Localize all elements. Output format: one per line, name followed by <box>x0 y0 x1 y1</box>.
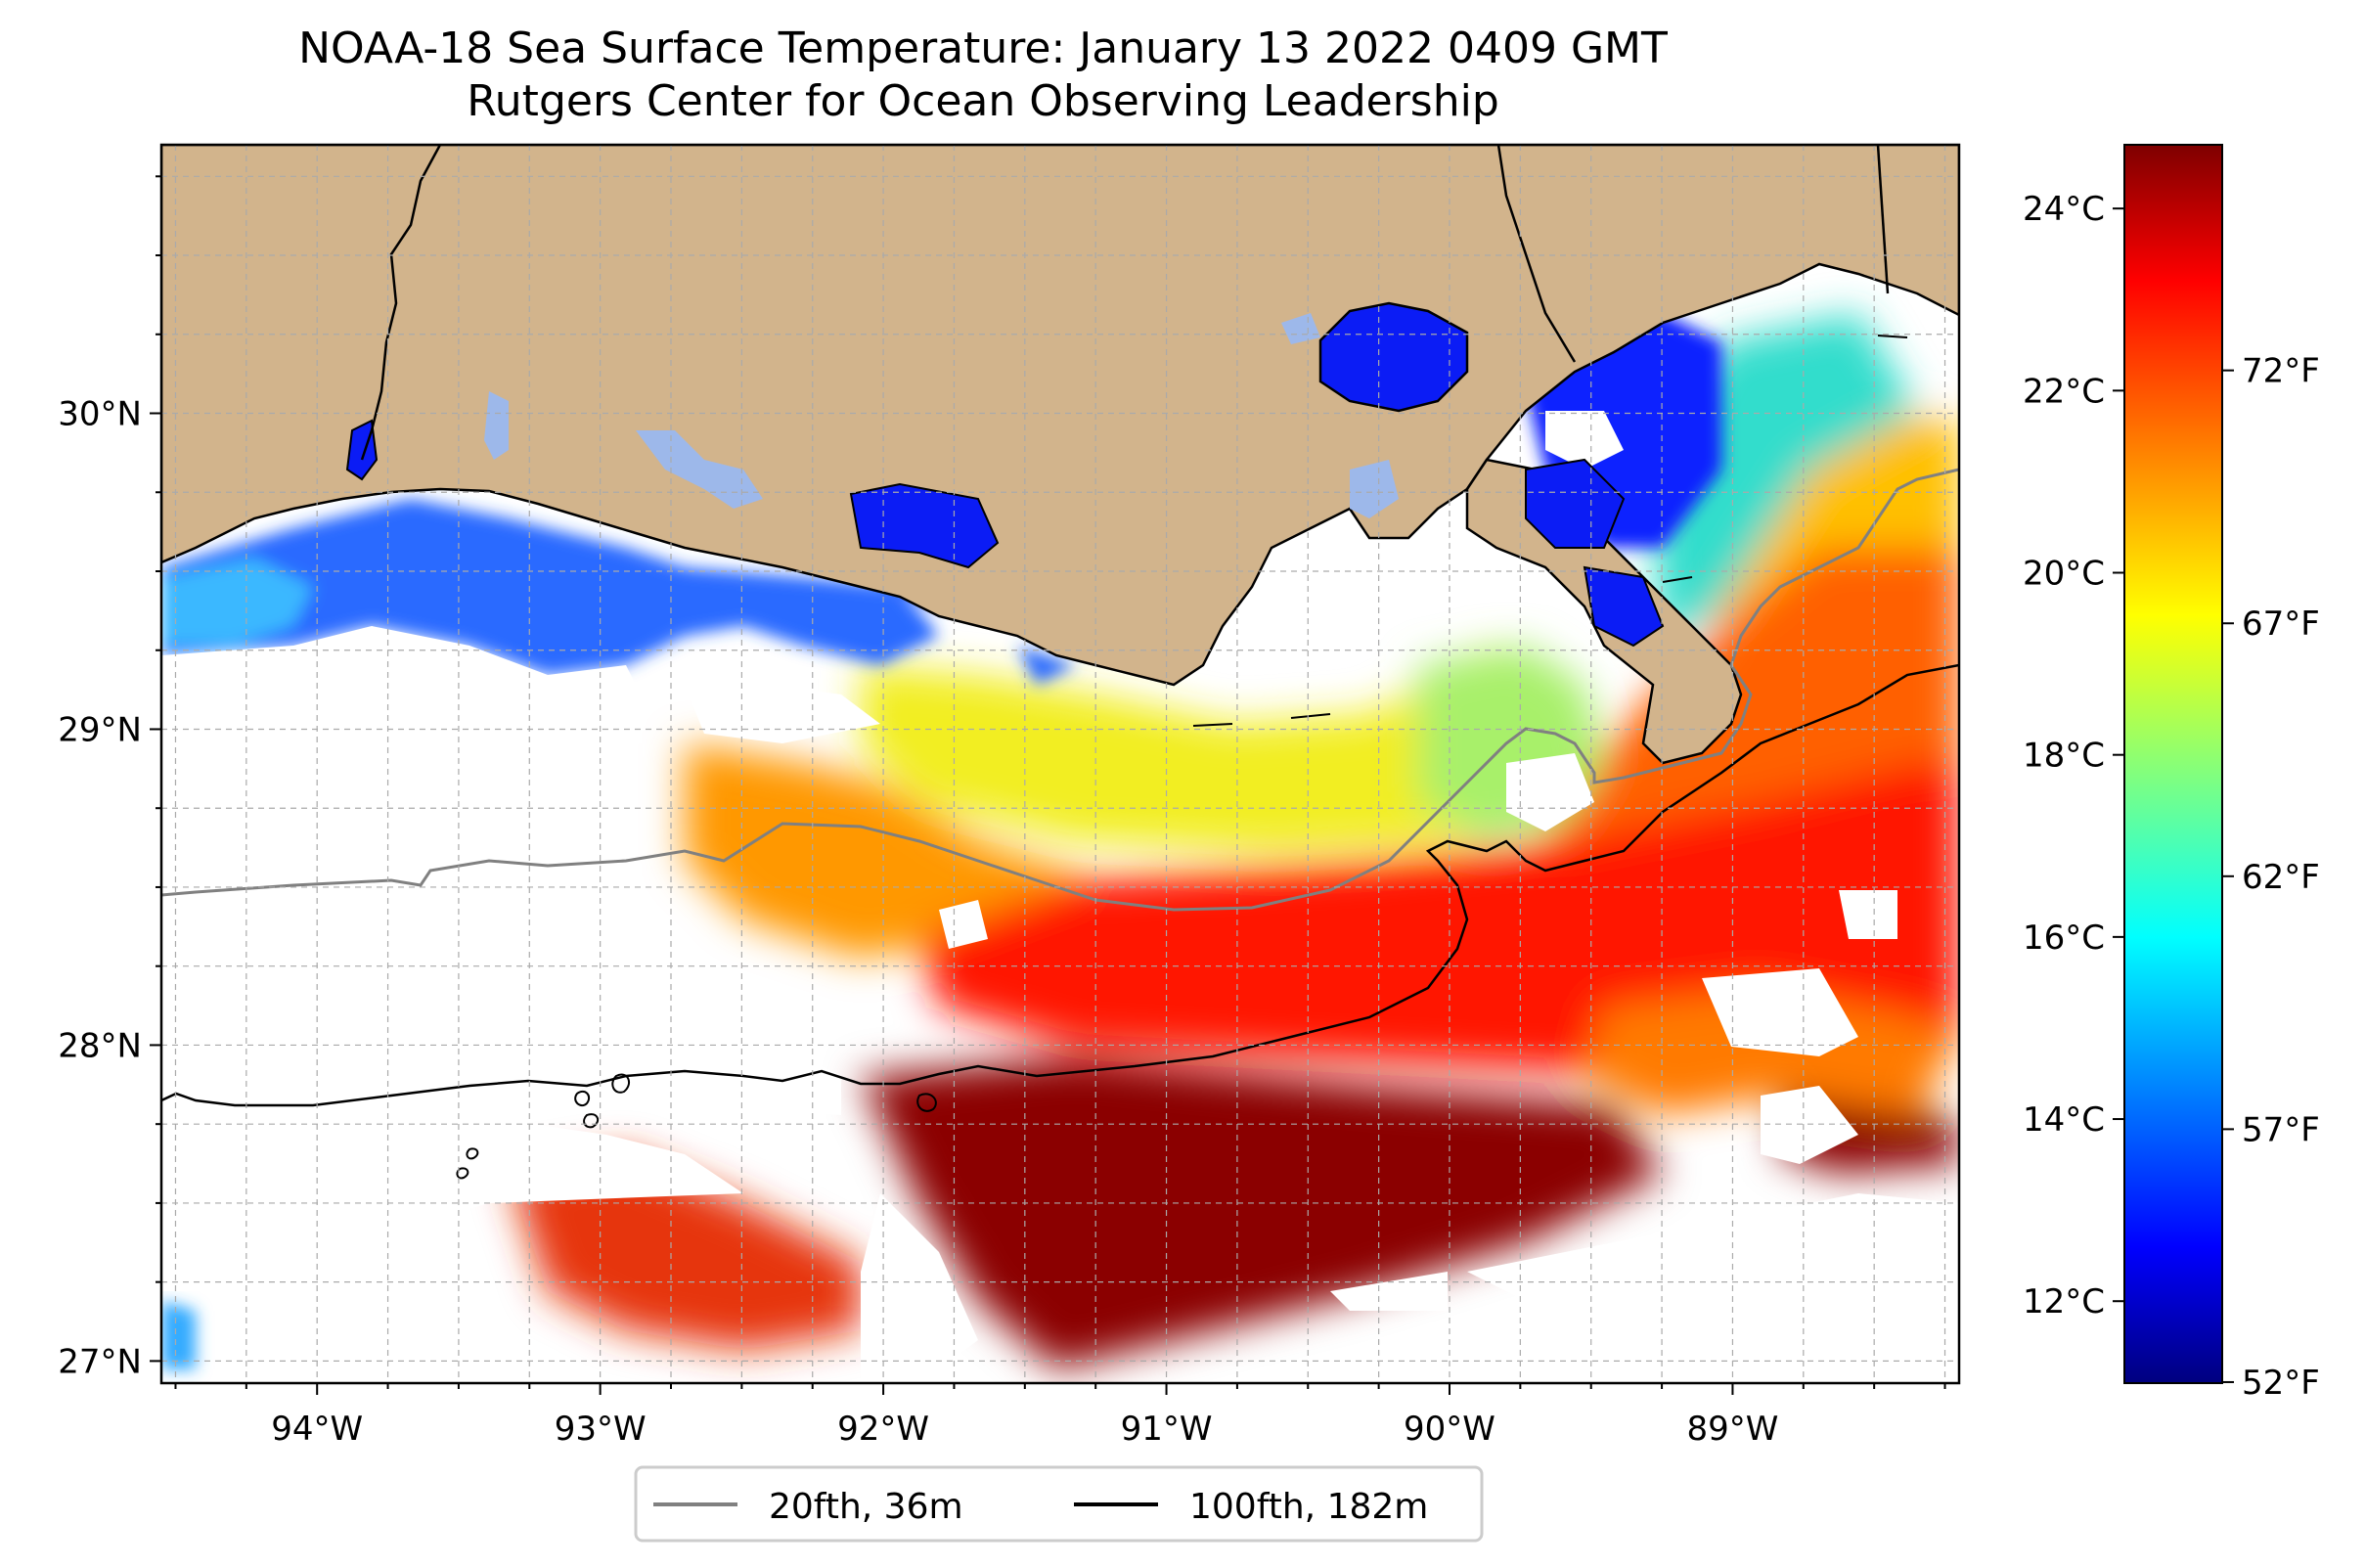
contour-20fth <box>161 468 1959 912</box>
lat-tick-label: 30°N <box>58 395 142 434</box>
colorbar-fahrenheit-label: 52°F <box>2242 1364 2320 1403</box>
legend: 20fth, 36m 100fth, 182m <box>634 1465 1484 1543</box>
colorbar-fahrenheit-label: 67°F <box>2242 605 2320 644</box>
sabine-lake <box>484 391 509 460</box>
graticule <box>161 145 1959 1383</box>
lon-tick-label: 90°W <box>1404 1410 1495 1449</box>
colorbar-celsius-label: 12°C <box>2023 1282 2105 1322</box>
chart-subtitle: Rutgers Center for Ocean Observing Leade… <box>467 76 1499 126</box>
lon-tick-label: 92°W <box>837 1410 929 1449</box>
colorbar-ticks: 24°C 22°C 20°C 18°C 16°C 14°C 12°C 72°F 67°F 62°F… <box>2023 190 2320 1403</box>
white-lake <box>1350 460 1399 518</box>
legend-box <box>634 1465 1484 1543</box>
lon-tick-label: 89°W <box>1686 1410 1778 1449</box>
lake-maurepas <box>1281 313 1320 344</box>
colorbar-fahrenheit-label: 72°F <box>2242 352 2320 391</box>
map-frame <box>159 143 1961 1385</box>
grand-lake <box>636 430 763 509</box>
colorbar-celsius-label: 20°C <box>2023 555 2105 594</box>
lon-tick-label: 94°W <box>271 1410 363 1449</box>
lon-tick-label: 91°W <box>1121 1410 1213 1449</box>
colorbar-fahrenheit-label: 62°F <box>2242 858 2320 897</box>
colorbar-celsius-label: 18°C <box>2023 737 2105 776</box>
map-area <box>161 145 1959 1383</box>
lat-tick-label: 28°N <box>58 1026 142 1065</box>
colorbar-fahrenheit-label: 57°F <box>2242 1110 2320 1149</box>
vermilion-bay <box>849 482 1000 569</box>
land-mass <box>161 145 1959 687</box>
lat-tick-label: 27°N <box>58 1342 142 1381</box>
colorbar <box>2123 144 2223 1384</box>
lat-tick-label: 29°N <box>58 710 142 749</box>
colorbar-celsius-label: 24°C <box>2023 190 2105 229</box>
map-axes: 94°W 93°W 92°W 91°W 90°W 89°W 30°N 29°N 28°N 27°N <box>58 175 1946 1449</box>
legend-label-20fth: 20fth, 36m <box>769 1487 963 1527</box>
barataria-bay <box>1583 565 1665 648</box>
colorbar-celsius-label: 14°C <box>2023 1100 2105 1140</box>
sst-field <box>161 293 1959 1383</box>
state-border <box>360 145 442 461</box>
lake-pontchartrain <box>1318 301 1469 413</box>
legend-label-100fth: 100fth, 182m <box>1189 1487 1428 1527</box>
colorbar-celsius-label: 16°C <box>2023 918 2105 958</box>
contour-100fth <box>161 663 1959 1107</box>
chart-title: NOAA-18 Sea Surface Temperature: January… <box>298 23 1668 73</box>
atchafalaya-bay <box>1525 458 1626 549</box>
state-border <box>1876 145 1890 294</box>
lon-tick-label: 93°W <box>555 1410 647 1449</box>
state-border <box>1496 145 1577 363</box>
colorbar-celsius-label: 22°C <box>2023 372 2105 411</box>
shoals <box>456 335 1908 1180</box>
